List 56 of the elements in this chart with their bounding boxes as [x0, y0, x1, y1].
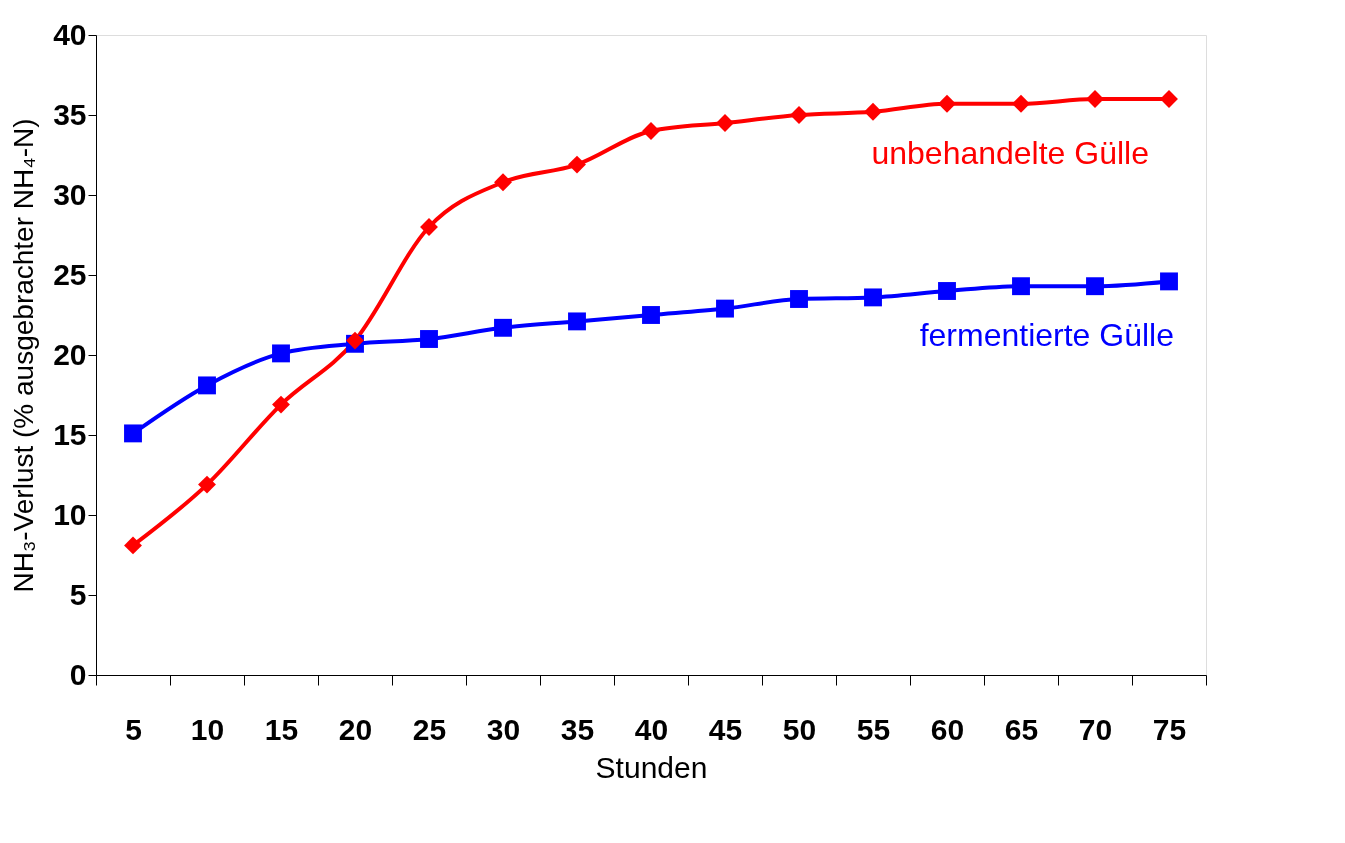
point [124, 424, 142, 443]
point [716, 114, 734, 132]
point [1160, 90, 1178, 108]
y-tick-label: 40 [53, 17, 87, 51]
point [494, 318, 512, 337]
x-tick-label: 15 [264, 712, 299, 746]
point [568, 155, 586, 174]
y-tick-label: 0 [69, 657, 87, 691]
x-tick-label: 70 [1078, 712, 1113, 746]
point [938, 282, 956, 300]
x-tick-label: 45 [708, 712, 743, 746]
x-tick-label: 10 [190, 712, 225, 746]
point [642, 122, 660, 140]
point [124, 536, 142, 555]
x-tick-label: 40 [634, 712, 669, 746]
point [716, 299, 734, 318]
series-label: fermentierte Gülle [919, 317, 1174, 354]
point [272, 344, 290, 363]
point [1086, 277, 1104, 296]
point [790, 290, 808, 308]
x-tick-label: 75 [1152, 712, 1187, 746]
point [272, 395, 290, 414]
x-tick-label: 35 [560, 712, 595, 746]
point [1012, 277, 1030, 296]
point [938, 94, 956, 113]
y-tick-label: 5 [69, 577, 87, 611]
point [642, 306, 660, 324]
point [1086, 90, 1104, 108]
point [1160, 272, 1178, 291]
x-tick-label: 65 [1004, 712, 1039, 746]
x-tick-label: 5 [125, 712, 142, 746]
x-tick-label: 25 [412, 712, 447, 746]
y-tick-label: 10 [53, 497, 87, 531]
point [198, 376, 216, 395]
x-tick-label: 60 [930, 712, 965, 746]
point [198, 475, 216, 494]
y-tick-label: 15 [53, 417, 87, 451]
point [420, 218, 438, 236]
y-axis-title: NH₃-Verlust (% ausgebrachter NH₄-N) [8, 118, 40, 593]
point [790, 106, 808, 124]
x-axis-title: Stunden [595, 750, 708, 784]
series-label: unbehandelte Gülle [871, 135, 1149, 171]
point [568, 312, 586, 331]
y-tick-label: 30 [53, 177, 87, 211]
y-tick-label: 20 [53, 337, 87, 371]
x-tick-label: 30 [486, 712, 521, 746]
point [420, 330, 438, 348]
point [494, 173, 512, 192]
x-tick-label: 50 [782, 712, 817, 746]
y-tick-label: 25 [53, 257, 87, 291]
y-tick-label: 35 [53, 97, 87, 131]
point [864, 102, 882, 121]
x-tick-label: 55 [856, 712, 891, 746]
point [864, 288, 882, 307]
point [1012, 94, 1030, 113]
x-tick-label: 20 [338, 712, 373, 746]
